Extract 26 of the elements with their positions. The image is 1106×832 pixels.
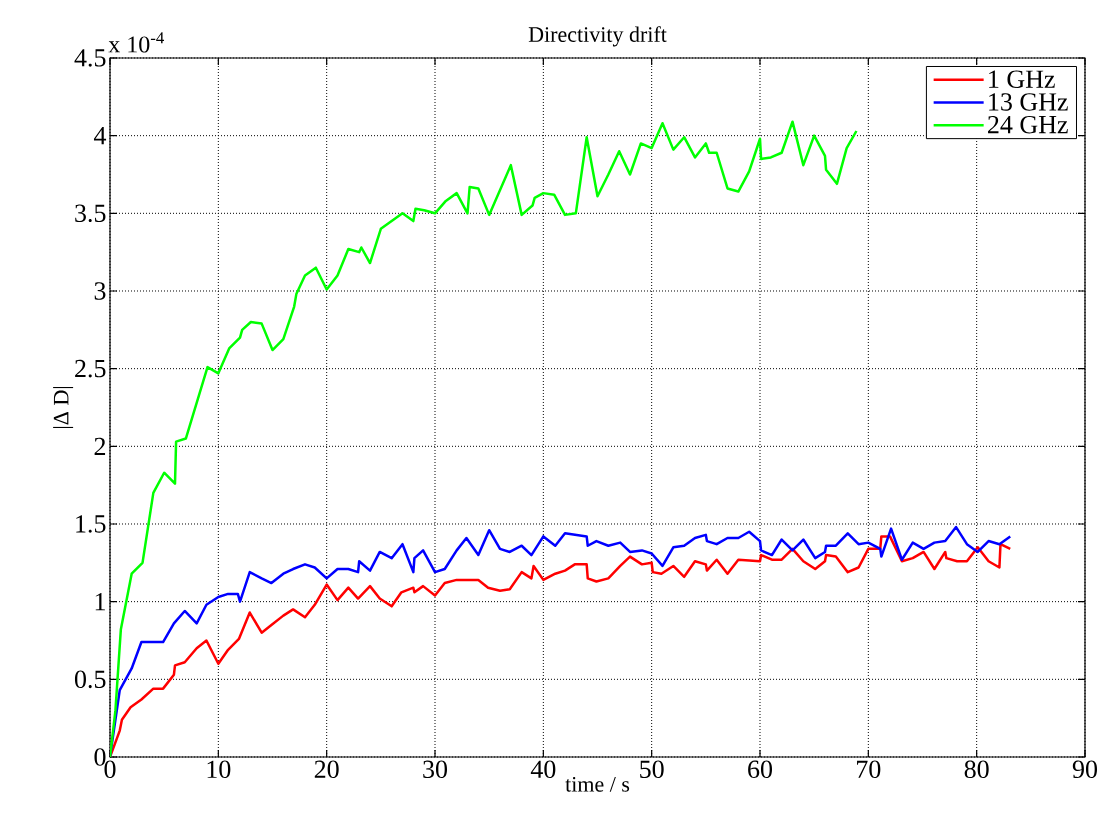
y-tick-label: 1: [95, 593, 105, 611]
y-tick-label: 3: [94, 282, 106, 300]
y-tick-label: 0: [94, 748, 106, 766]
legend-label: 1 GHz: [989, 70, 1055, 88]
x-tick-label: 90: [1072, 760, 1098, 779]
y-tick-label: 4.5: [74, 49, 106, 67]
y-tick-label: 0.5: [74, 670, 106, 689]
y-axis-title: |Δ D|: [53, 386, 74, 429]
y-tick-label: 4: [93, 127, 107, 145]
y-tick-label: 2.5: [75, 359, 106, 378]
x-tick-label: 20: [314, 760, 339, 779]
x-tick-label: 30: [423, 760, 448, 779]
x-tick-label: 10: [207, 760, 231, 779]
y-tick-label: 2: [94, 437, 106, 455]
legend-label: 13 GHz: [989, 93, 1068, 111]
y-tick-label: 3.5: [75, 204, 106, 223]
x-axis-title: time / s: [565, 776, 630, 792]
legend-label: 24 GHz: [988, 115, 1068, 134]
x-tick-label: 60: [748, 760, 773, 779]
text: x 10$^{-4}$: [108, 32, 165, 53]
chart-title: Directivity drift: [528, 26, 667, 47]
x-tick-label: 70: [857, 760, 881, 779]
x-tick-label: 80: [964, 760, 989, 779]
y-tick-label: 1.5: [76, 515, 106, 533]
x-tick-label: 40: [530, 760, 556, 779]
x-tick-label: 50: [640, 760, 664, 779]
